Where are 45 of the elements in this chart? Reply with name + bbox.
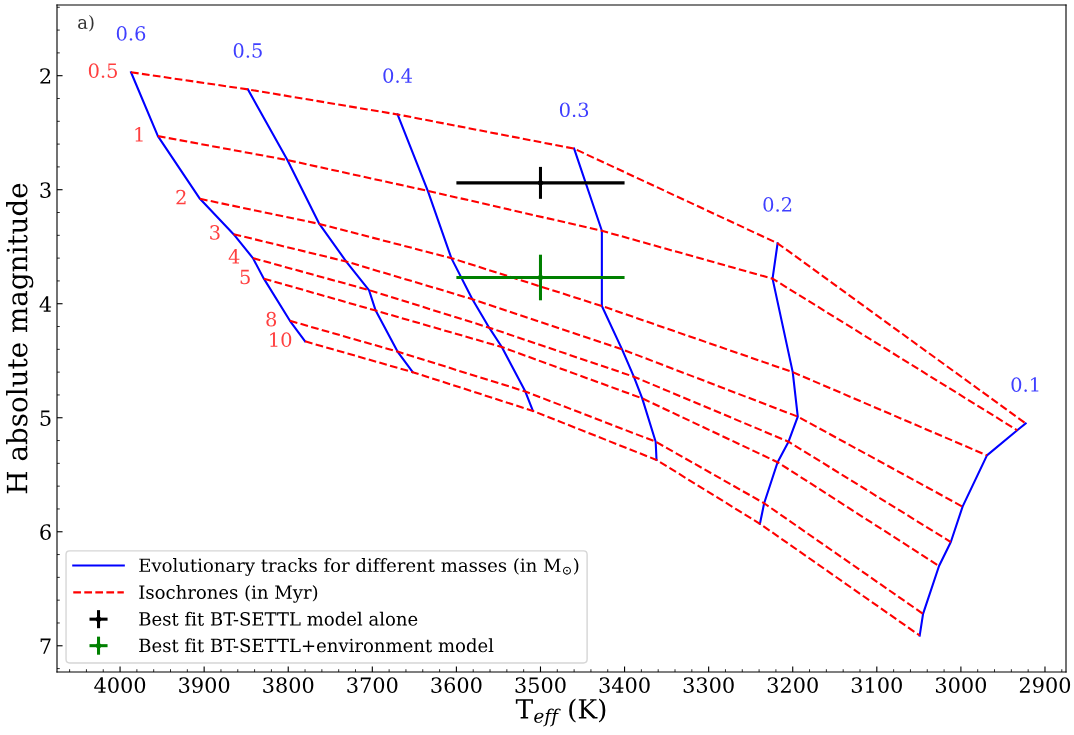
line-series <box>918 422 1027 637</box>
y-tick-label: 2 <box>40 68 51 84</box>
y-tick-label: 5 <box>40 410 51 426</box>
line-series <box>198 197 988 457</box>
legend-label: Best fit BT-SETTL model alone <box>139 611 418 626</box>
annotation: a) <box>78 15 94 32</box>
legend-label: Best fit BT-SETTL+environment model <box>139 638 494 653</box>
x-tick-label: 3900 <box>179 677 230 693</box>
annotation: 2 <box>176 189 186 205</box>
annotation: 0.5 <box>88 63 117 78</box>
line-series <box>251 257 952 544</box>
line-series <box>573 147 658 461</box>
annotation: 4 <box>228 249 240 264</box>
annotation: 0.6 <box>116 26 146 41</box>
legend-label: Isochrones (in Myr) <box>139 585 318 603</box>
x-tick-label: 2900 <box>1019 677 1071 693</box>
x-tick-label: 3300 <box>683 677 734 693</box>
x-tick-label: 3700 <box>347 677 398 693</box>
annotation: 5 <box>240 269 250 285</box>
y-axis-title: H absolute magnitude <box>6 183 34 494</box>
x-tick-label: 3400 <box>599 677 650 693</box>
x-tick-label: 3600 <box>431 677 482 693</box>
annotation: 3 <box>210 225 220 240</box>
y-tick-label: 4 <box>39 296 52 312</box>
annotation: 0.5 <box>233 43 262 58</box>
line-series <box>396 113 534 412</box>
x-tick-label: 3100 <box>851 677 902 693</box>
line-series <box>758 242 799 525</box>
annotation: 1 <box>135 127 143 142</box>
annotation: 0.1 <box>1011 377 1039 392</box>
x-tick-label: 3000 <box>935 677 987 693</box>
y-tick-label: 3 <box>40 182 51 198</box>
x-tick-label: 3800 <box>263 677 314 693</box>
annotation: 0.3 <box>559 102 589 118</box>
legend-label: Evolutionary tracks for different masses (in M$_{⊙}$) <box>139 558 579 576</box>
annotation: 0.2 <box>763 197 792 212</box>
x-axis-title: T$_{eff}$ (K) <box>515 698 606 727</box>
x-tick-label: 3500 <box>515 677 566 693</box>
annotation: 10 <box>270 332 292 347</box>
annotation: 8 <box>266 311 277 327</box>
y-tick-label: 7 <box>40 638 51 654</box>
x-tick-label: 3200 <box>767 677 818 693</box>
x-tick-label: 4000 <box>94 677 146 693</box>
annotation: 0.4 <box>383 68 413 83</box>
y-tick-label: 6 <box>40 524 51 540</box>
